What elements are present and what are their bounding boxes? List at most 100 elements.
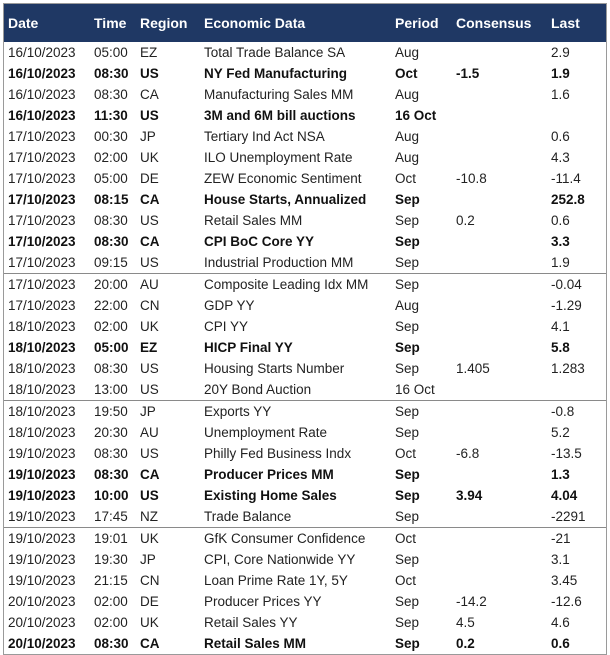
- period-cell: Oct: [395, 446, 417, 461]
- time-cell: 08:30: [94, 361, 128, 376]
- row-group: 19/10/2023 19:01 UK GfK Consumer Confidence…: [4, 527, 606, 654]
- economic-data-cell: Tertiary Ind Act NSA: [204, 129, 325, 144]
- table-row: 18/10/2023 05:00 EZ HICP Final YY Sep 5.8: [4, 337, 606, 358]
- table-row: 19/10/2023 08:30 CA Producer Prices MM Sep 1.…: [4, 464, 606, 485]
- region-cell: US: [140, 108, 159, 123]
- region-cell: US: [140, 382, 159, 397]
- period-cell: Sep: [395, 467, 420, 482]
- region-cell: UK: [140, 319, 159, 334]
- date-cell: 19/10/2023: [8, 509, 76, 524]
- time-cell: 08:30: [94, 66, 129, 81]
- time-cell: 11:30: [94, 108, 128, 123]
- consensus-cell: -1.5: [456, 66, 480, 81]
- date-cell: 19/10/2023: [8, 467, 76, 482]
- region-cell: JP: [140, 552, 156, 567]
- time-cell: 19:01: [94, 531, 128, 546]
- date-cell: 17/10/2023: [8, 150, 76, 165]
- last-cell: 4.04: [551, 488, 578, 503]
- period-cell: Sep: [395, 319, 420, 334]
- period-cell: Oct: [395, 171, 417, 186]
- time-cell: 05:00: [94, 171, 128, 186]
- period-cell: Sep: [395, 636, 420, 651]
- economic-data-cell: ILO Unemployment Rate: [204, 150, 353, 165]
- economic-data-cell: Exports YY: [204, 404, 272, 419]
- table-row: 18/10/2023 08:30 US Housing Starts Number Se…: [4, 358, 606, 379]
- last-cell: 3.3: [551, 234, 570, 249]
- last-cell: -12.6: [551, 594, 582, 609]
- header-period: Period: [395, 15, 439, 31]
- economic-data-cell: Housing Starts Number: [204, 361, 345, 376]
- economic-data-cell: Philly Fed Business Indx: [204, 446, 352, 461]
- region-cell: DE: [140, 171, 159, 186]
- row-group: 17/10/2023 20:00 AU Composite Leading Idx M…: [4, 273, 606, 400]
- date-cell: 16/10/2023: [8, 45, 76, 60]
- region-cell: US: [140, 66, 159, 81]
- date-cell: 16/10/2023: [8, 108, 76, 123]
- economic-data-cell: CPI, Core Nationwide YY: [204, 552, 356, 567]
- table-row: 19/10/2023 21:15 CN Loan Prime Rate 1Y, 5Y O…: [4, 570, 606, 591]
- economic-data-cell: Industrial Production MM: [204, 255, 354, 270]
- region-cell: US: [140, 488, 159, 503]
- table-row: 17/10/2023 02:00 UK ILO Unemployment Rate Au…: [4, 147, 606, 168]
- row-group: 18/10/2023 19:50 JP Exports YY Sep -0.8 18/10/…: [4, 400, 606, 527]
- time-cell: 08:30: [94, 87, 128, 102]
- period-cell: 16 Oct: [395, 108, 437, 123]
- table-row: 19/10/2023 19:01 UK GfK Consumer Confidence…: [4, 528, 606, 549]
- header-date: Date: [8, 15, 39, 31]
- time-cell: 08:30: [94, 636, 129, 651]
- region-cell: CN: [140, 573, 160, 588]
- time-cell: 02:00: [94, 594, 128, 609]
- last-cell: -1.29: [551, 298, 582, 313]
- period-cell: Sep: [395, 594, 420, 609]
- last-cell: 5.2: [551, 425, 570, 440]
- date-cell: 18/10/2023: [8, 425, 76, 440]
- time-cell: 08:30: [94, 446, 128, 461]
- table-row: 19/10/2023 19:30 JP CPI, Core Nationwide YY…: [4, 549, 606, 570]
- time-cell: 02:00: [94, 319, 128, 334]
- time-cell: 21:15: [94, 573, 128, 588]
- date-cell: 16/10/2023: [8, 87, 76, 102]
- economic-data-cell: Retail Sales MM: [204, 636, 307, 651]
- time-cell: 00:30: [94, 129, 128, 144]
- time-cell: 20:00: [94, 277, 128, 292]
- region-cell: UK: [140, 150, 159, 165]
- economic-data-cell: 3M and 6M bill auctions: [204, 108, 356, 123]
- region-cell: CN: [140, 298, 160, 313]
- last-cell: 4.3: [551, 150, 570, 165]
- time-cell: 08:30: [94, 213, 128, 228]
- last-cell: 3.45: [551, 573, 578, 588]
- region-cell: US: [140, 255, 159, 270]
- table-row: 20/10/2023 02:00 UK Retail Sales YY Sep 4.5 4.…: [4, 612, 606, 633]
- economic-data-cell: NY Fed Manufacturing: [204, 66, 348, 81]
- economic-data-cell: Retail Sales YY: [204, 615, 298, 630]
- region-cell: CA: [140, 234, 160, 249]
- time-cell: 08:30: [94, 467, 129, 482]
- time-cell: 19:50: [94, 404, 128, 419]
- header-last: Last: [551, 15, 580, 31]
- region-cell: US: [140, 446, 159, 461]
- economic-data-cell: GDP YY: [204, 298, 255, 313]
- date-cell: 19/10/2023: [8, 531, 76, 546]
- economic-data-cell: House Starts, Annualized: [204, 192, 367, 207]
- date-cell: 17/10/2023: [8, 277, 76, 292]
- period-cell: Aug: [395, 298, 420, 313]
- table-row: 16/10/2023 11:30 US 3M and 6M bill auctions…: [4, 105, 606, 126]
- economic-data-cell: Retail Sales MM: [204, 213, 303, 228]
- time-cell: 08:30: [94, 234, 129, 249]
- date-cell: 17/10/2023: [8, 255, 76, 270]
- time-cell: 22:00: [94, 298, 128, 313]
- last-cell: 1.3: [551, 467, 570, 482]
- time-cell: 02:00: [94, 150, 128, 165]
- consensus-cell: 4.5: [456, 615, 475, 630]
- last-cell: -21: [551, 531, 571, 546]
- region-cell: CA: [140, 192, 160, 207]
- region-cell: AU: [140, 277, 159, 292]
- time-cell: 10:00: [94, 488, 129, 503]
- row-group: 16/10/2023 05:00 EZ Total Trade Balance SA A…: [4, 42, 606, 273]
- table-row: 19/10/2023 17:45 NZ Trade Balance Sep -2291: [4, 506, 606, 527]
- economic-data-cell: Total Trade Balance SA: [204, 45, 346, 60]
- period-cell: Oct: [395, 573, 417, 588]
- economic-data-cell: Manufacturing Sales MM: [204, 87, 354, 102]
- economic-data-cell: HICP Final YY: [204, 340, 293, 355]
- time-cell: 09:15: [94, 255, 128, 270]
